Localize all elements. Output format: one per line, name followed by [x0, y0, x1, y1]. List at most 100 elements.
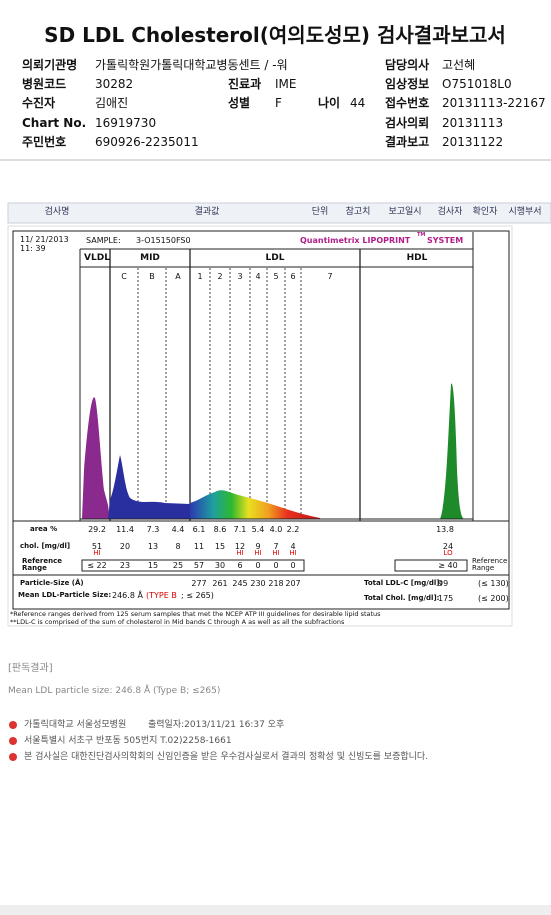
band-label: 3: [237, 272, 243, 281]
band-label: 6: [290, 272, 296, 281]
area-value: 5.4: [251, 525, 265, 534]
reference-value: 0: [273, 561, 279, 570]
row-label: chol. [mg/dl]: [20, 542, 71, 550]
sample-id: 3-O15150FS0: [136, 236, 191, 245]
brand-tm: TM: [417, 232, 426, 238]
chol-flag: HI: [236, 549, 244, 557]
vldl-peak: [82, 397, 110, 519]
row-label: Reference Range: [22, 557, 63, 573]
reference-value: 0: [255, 561, 261, 570]
info-value: 16919730: [95, 116, 157, 130]
band-label: 2: [217, 272, 223, 281]
toolbar-header: 결과값: [194, 207, 220, 217]
footnote: *Reference ranges derived from 125 serum…: [10, 610, 381, 618]
info-value: 20131113-22167: [442, 96, 546, 110]
group-label: MID: [140, 253, 160, 263]
total-label: Total LDL-C [mg/dl]:: [364, 579, 443, 587]
area-value: 4.4: [171, 525, 185, 534]
info-label: 담당의사: [385, 58, 430, 72]
toolbar: [7, 202, 551, 224]
reference-value: 0: [290, 561, 296, 570]
info-value: 고선혜: [442, 58, 476, 72]
toolbar-header: 확인자: [472, 207, 498, 217]
reference-value: ≤ 22: [87, 561, 107, 570]
brand: Quantimetrix LIPOPRINT: [300, 236, 411, 245]
chol-value: 11: [193, 542, 205, 551]
brand-system: SYSTEM: [427, 236, 464, 245]
hdl-chol: 24: [442, 542, 454, 551]
row-label: Reference Range: [472, 557, 508, 573]
chol-value: 9: [255, 542, 261, 551]
toolbar-header: 시행부서: [508, 207, 542, 217]
chol-value: 13: [147, 542, 159, 551]
report-title: SD LDL Cholesterol(여의도성모) 검사결과보고서: [44, 23, 506, 47]
mid-peak: [108, 455, 190, 519]
band-label: 7: [327, 272, 333, 281]
footnote: **LDL-C is comprised of the sum of chole…: [10, 618, 345, 626]
footer-notice: 본 검사실은 대한진단검사의학회의 신임인증을 받은 우수검사실로서 결과의 정…: [24, 752, 429, 762]
toolbar-header: 검사자: [437, 207, 463, 217]
info-value: O751018L0: [442, 77, 512, 91]
hdl-area: 13.8: [436, 525, 454, 534]
particle-size: 261: [212, 579, 228, 588]
particle-size: 230: [250, 579, 266, 588]
reference-box: [81, 559, 305, 572]
particle-size: 218: [268, 579, 284, 588]
total-value: 99: [438, 579, 449, 588]
info-label: 수진자: [22, 96, 56, 110]
band-label: C: [121, 272, 127, 281]
row-label: Particle-Size (Å): [20, 579, 84, 587]
lipoprint-frame: [12, 230, 510, 610]
bullet-icon: [9, 737, 17, 745]
info-value: 김애진: [95, 96, 129, 110]
info-value: F: [275, 96, 282, 110]
reference-box: [394, 559, 468, 572]
mean-type: (TYPE B: [146, 591, 177, 600]
info-value: IME: [275, 77, 297, 91]
toolbar-header: 단위: [311, 207, 329, 217]
info-label: 임상정보: [385, 77, 430, 91]
area-value: 11.4: [116, 525, 134, 534]
run-time: 11: 39: [20, 244, 46, 253]
area-value: 6.1: [192, 525, 206, 534]
chol-value: 4: [290, 542, 296, 551]
chol-value: 20: [119, 542, 131, 551]
chol-flag: HI: [93, 549, 101, 557]
chol-value: 8: [175, 542, 181, 551]
toolbar-header: 보고일시: [388, 207, 422, 217]
band-label: B: [149, 272, 155, 281]
judgement-text: Mean LDL particle size: 246.8 Å (Type B;…: [8, 686, 221, 696]
chol-flag: HI: [254, 549, 262, 557]
group-label: HDL: [406, 253, 428, 263]
reference-value: 57: [193, 561, 205, 570]
band-dividers: [137, 268, 302, 519]
bullet-icon: [9, 721, 17, 729]
area-value: 2.2: [286, 525, 300, 534]
total-label: Total Chol. [mg/dl]:: [364, 594, 440, 602]
judgement-title: [판독결과]: [8, 663, 53, 674]
info-value: 20131122: [442, 135, 504, 149]
info-label: 의뢰기관명: [22, 58, 78, 72]
particle-size: 207: [285, 579, 301, 588]
info-label: 주민번호: [22, 135, 67, 149]
area-value: 29.2: [88, 525, 106, 534]
total-value: 175: [438, 594, 454, 603]
group-label: VLDL: [84, 253, 110, 263]
chol-value: 51: [91, 542, 103, 551]
toolbar-header: 참고치: [345, 207, 371, 217]
info-label: 진료과: [228, 77, 262, 91]
sample-label: SAMPLE:: [86, 236, 121, 245]
chol-value: 15: [214, 542, 226, 551]
particle-size: 245: [232, 579, 248, 588]
info-label: 검사의뢰: [385, 116, 430, 130]
footer-hospital: 가톨릭대학교 서울성모병원: [24, 720, 127, 730]
info-value: 44: [350, 96, 366, 110]
info-label: 결과보고: [385, 135, 430, 149]
row-label: area %: [30, 525, 58, 533]
reference-value: 15: [147, 561, 159, 570]
chol-flag: HI: [272, 549, 280, 557]
info-label: 나이: [318, 96, 341, 110]
info-value: 20131113: [442, 116, 504, 130]
